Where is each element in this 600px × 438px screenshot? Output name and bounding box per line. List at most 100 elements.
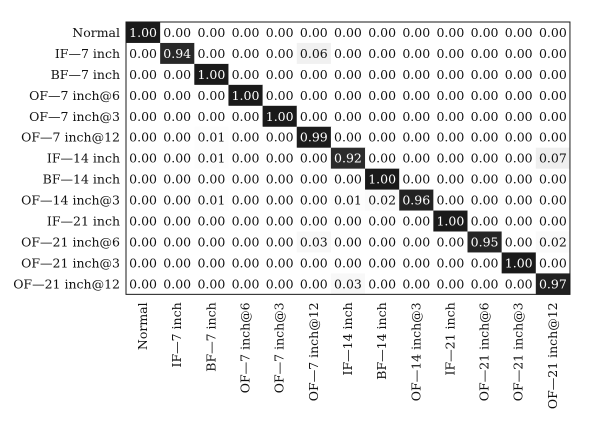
heatmap-cell bbox=[467, 22, 503, 44]
heatmap-cell bbox=[399, 231, 434, 253]
cell-value-label: 1.00 bbox=[436, 214, 464, 229]
heatmap-cell bbox=[296, 189, 332, 211]
heatmap-cell bbox=[535, 273, 571, 295]
heatmap-cell bbox=[399, 252, 434, 274]
column-tick-label: BF—7 inch bbox=[203, 302, 218, 371]
cell-value-label: 0.00 bbox=[539, 46, 567, 61]
column-tick-label: Normal bbox=[135, 302, 150, 350]
cell-value-label: 0.00 bbox=[197, 109, 225, 124]
heatmap-cell bbox=[160, 168, 195, 190]
heatmap-cell bbox=[194, 105, 229, 128]
heatmap-cell bbox=[467, 42, 503, 65]
cell-value-label: 0.00 bbox=[197, 88, 225, 103]
cell-value-label: 0.00 bbox=[505, 234, 533, 249]
cell-value-label: 0.00 bbox=[402, 109, 430, 124]
heatmap-cell bbox=[399, 210, 434, 232]
cell-value-label: 0.03 bbox=[300, 234, 328, 249]
cell-value-label: 0.00 bbox=[266, 172, 294, 187]
cell-value-label: 0.00 bbox=[539, 193, 567, 208]
heatmap-cell bbox=[433, 84, 468, 107]
heatmap-cell bbox=[535, 189, 571, 211]
heatmap-cell bbox=[160, 42, 195, 65]
heatmap-cell bbox=[433, 42, 468, 65]
cell-value-label: 0.00 bbox=[505, 46, 533, 61]
cell-value-label: 0.00 bbox=[368, 88, 396, 103]
heatmap-cell bbox=[467, 84, 503, 107]
heatmap-cell bbox=[330, 252, 366, 274]
heatmap-cell bbox=[330, 168, 366, 190]
cell-value-label: 0.00 bbox=[266, 67, 294, 82]
cell-value-label: 0.00 bbox=[539, 255, 567, 270]
row-tick-label: OF—7 inch@3 bbox=[29, 109, 120, 124]
cell-value-label: 0.00 bbox=[471, 88, 499, 103]
heatmap-cell bbox=[228, 42, 263, 65]
cell-value-label: 0.00 bbox=[266, 151, 294, 166]
heatmap-cell bbox=[535, 168, 571, 190]
heatmap-cell bbox=[228, 252, 263, 274]
cell-value-label: 0.00 bbox=[300, 255, 328, 270]
heatmap-cell bbox=[160, 189, 195, 211]
column-tick-label: IF—21 inch bbox=[442, 302, 457, 375]
cell-value-label: 0.00 bbox=[505, 276, 533, 291]
heatmap-cell bbox=[296, 42, 332, 65]
heatmap-cell bbox=[330, 189, 366, 211]
heatmap-cell bbox=[296, 252, 332, 274]
heatmap-cell bbox=[535, 84, 571, 107]
cell-value-label: 0.00 bbox=[539, 130, 567, 145]
heatmap-cells bbox=[126, 22, 571, 295]
heatmap-cell bbox=[126, 168, 161, 190]
cell-value-label: 0.00 bbox=[471, 193, 499, 208]
heatmap-cell bbox=[467, 231, 503, 253]
cell-value-label: 0.00 bbox=[402, 130, 430, 145]
heatmap-cell bbox=[399, 147, 434, 170]
heatmap-cell bbox=[365, 126, 400, 149]
heatmap-cell bbox=[467, 63, 503, 86]
heatmap-cell bbox=[194, 168, 229, 190]
cell-value-label: 0.00 bbox=[505, 130, 533, 145]
cell-value-label: 0.00 bbox=[505, 109, 533, 124]
heatmap-cell bbox=[262, 168, 298, 190]
heatmap-cell bbox=[365, 63, 400, 86]
heatmap-cell bbox=[126, 147, 161, 170]
heatmap-cell bbox=[160, 22, 195, 44]
heatmap-cell-labels: 1.00 0.00 0.00 0.00 0.00 0.00 0.00 0.00 0.00 0.00… bbox=[129, 25, 567, 291]
heatmap-cell bbox=[194, 84, 229, 107]
cell-value-label: 0.00 bbox=[197, 46, 225, 61]
cell-value-label: 0.00 bbox=[197, 172, 225, 187]
heatmap-cell bbox=[126, 210, 161, 232]
cell-value-label: 0.01 bbox=[197, 193, 225, 208]
heatmap-cell bbox=[399, 84, 434, 107]
cell-value-label: 0.00 bbox=[232, 46, 260, 61]
heatmap-cell bbox=[160, 252, 195, 274]
column-labels: Normal IF—7 inch BF—7 inch OF—7 inch@6 OF—7 … bbox=[135, 302, 560, 409]
heatmap-cell bbox=[501, 42, 537, 65]
heatmap-cell bbox=[160, 273, 195, 295]
plot-frame bbox=[125, 21, 571, 295]
cell-value-label: 0.00 bbox=[129, 46, 157, 61]
heatmap-cell bbox=[160, 210, 195, 232]
cell-value-label: 0.00 bbox=[402, 214, 430, 229]
cell-value-label: 0.07 bbox=[539, 151, 567, 166]
heatmap-cell bbox=[126, 84, 161, 107]
heatmap-cell bbox=[296, 147, 332, 170]
heatmap-cell bbox=[228, 63, 263, 86]
cell-value-label: 0.00 bbox=[300, 88, 328, 103]
row-tick-label: IF—7 inch bbox=[55, 46, 120, 61]
cell-value-label: 0.00 bbox=[129, 151, 157, 166]
row-tick-label: OF—14 inch@3 bbox=[21, 193, 120, 208]
heatmap-cell bbox=[399, 126, 434, 149]
cell-value-label: 0.00 bbox=[232, 276, 260, 291]
heatmap-cell bbox=[296, 126, 332, 149]
cell-value-label: 0.00 bbox=[368, 67, 396, 82]
heatmap-cell bbox=[365, 105, 400, 128]
heatmap-cell bbox=[296, 105, 332, 128]
cell-value-label: 0.00 bbox=[368, 25, 396, 40]
heatmap-cell bbox=[194, 231, 229, 253]
cell-value-label: 0.00 bbox=[266, 88, 294, 103]
cell-value-label: 0.00 bbox=[436, 67, 464, 82]
heatmap-cell bbox=[160, 84, 195, 107]
heatmap-cell bbox=[296, 84, 332, 107]
heatmap-cell bbox=[365, 189, 400, 211]
heatmap-cell bbox=[160, 126, 195, 149]
heatmap-cell bbox=[535, 147, 571, 170]
